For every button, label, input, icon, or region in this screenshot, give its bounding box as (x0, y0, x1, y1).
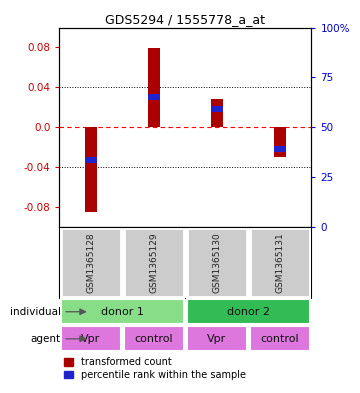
Text: Vpr: Vpr (81, 334, 100, 344)
FancyBboxPatch shape (124, 326, 184, 351)
FancyBboxPatch shape (124, 228, 184, 297)
Bar (85, 127, 96, 212)
Text: donor 2: donor 2 (227, 307, 270, 317)
Text: GSM1365129: GSM1365129 (149, 232, 158, 293)
Bar (211, 99, 222, 127)
FancyBboxPatch shape (61, 299, 184, 324)
FancyBboxPatch shape (186, 228, 247, 297)
Text: donor 1: donor 1 (101, 307, 144, 317)
Bar (148, 94, 159, 100)
Text: GSM1365131: GSM1365131 (275, 232, 284, 293)
Bar (85, 157, 96, 163)
Text: Vpr: Vpr (207, 334, 226, 344)
Legend: transformed count, percentile rank within the sample: transformed count, percentile rank withi… (64, 357, 246, 380)
Text: GSM1365130: GSM1365130 (212, 232, 221, 293)
FancyBboxPatch shape (186, 326, 247, 351)
Title: GDS5294 / 1555778_a_at: GDS5294 / 1555778_a_at (105, 13, 265, 26)
FancyBboxPatch shape (186, 299, 310, 324)
Text: agent: agent (31, 334, 61, 344)
Text: control: control (261, 334, 299, 344)
Bar (148, 48, 159, 127)
Text: individual: individual (10, 307, 61, 317)
FancyBboxPatch shape (59, 227, 311, 298)
Text: control: control (135, 334, 173, 344)
FancyBboxPatch shape (61, 326, 121, 351)
FancyBboxPatch shape (250, 326, 310, 351)
FancyBboxPatch shape (61, 228, 121, 297)
Bar (211, 106, 222, 112)
Text: GSM1365128: GSM1365128 (86, 232, 95, 293)
Bar (274, 146, 285, 152)
FancyBboxPatch shape (250, 228, 310, 297)
Bar (274, 127, 285, 157)
